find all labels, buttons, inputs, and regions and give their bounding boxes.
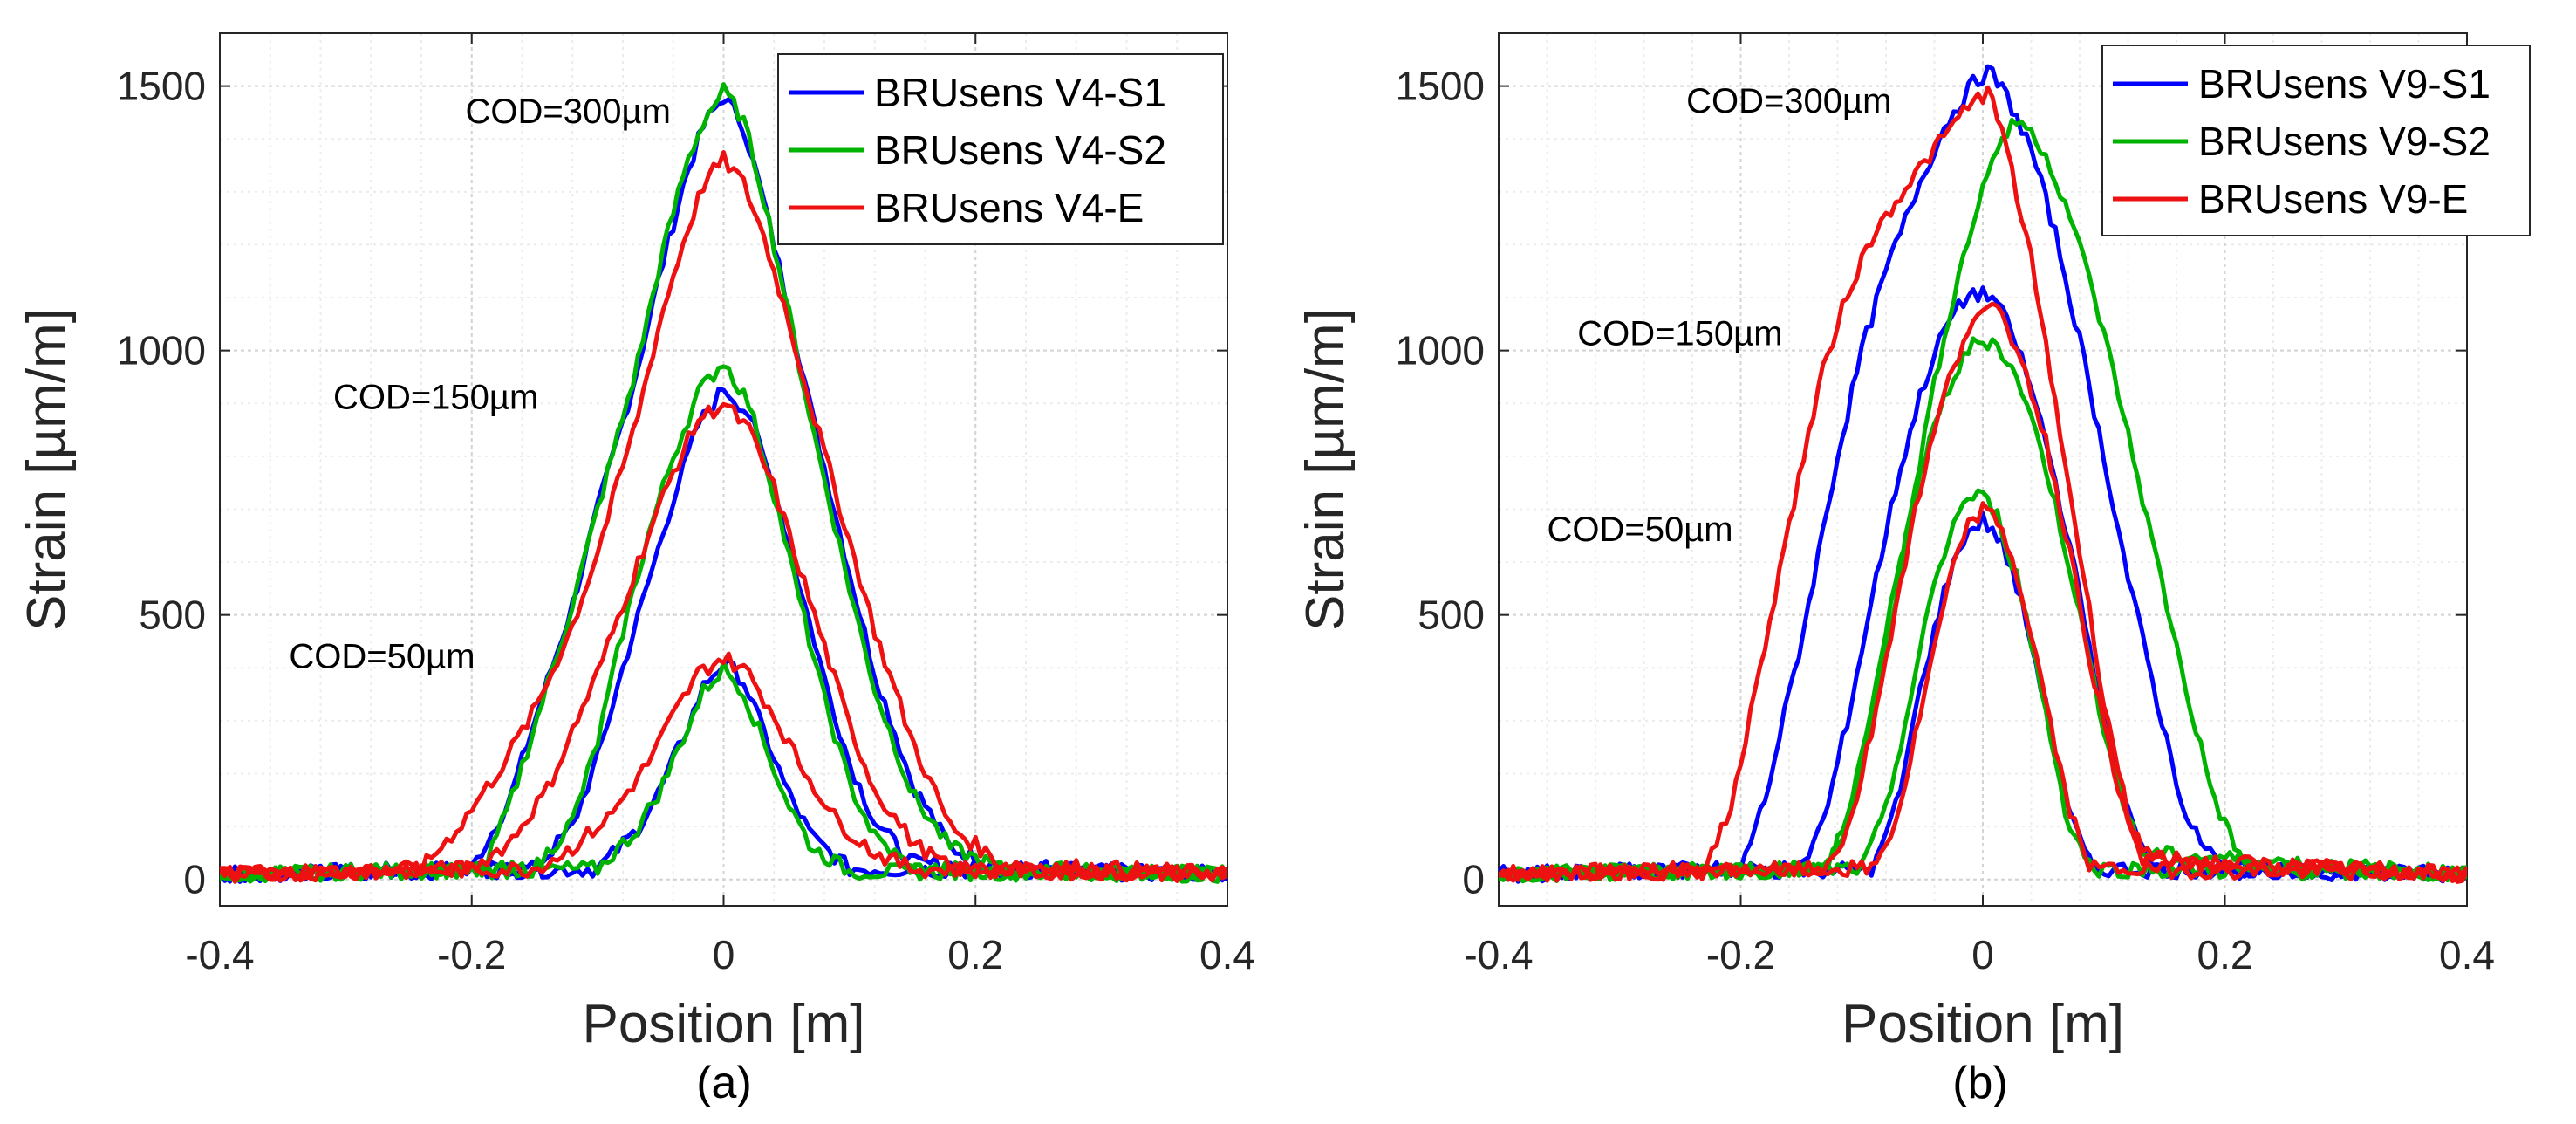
x-axis-label: Position [m] bbox=[583, 994, 865, 1054]
legend-entry: BRUsens V9-S2 bbox=[2198, 119, 2491, 164]
panel-label: (b) bbox=[1952, 1058, 2008, 1108]
chart-panel-a: -0.4 -0.2 0 0.2 0.4 0 500 1000 1500 Position [m] S… bbox=[17, 32, 1255, 1108]
cod-annotation: COD=50µm bbox=[1548, 511, 1733, 549]
y-axis-label: Strain [µm/m] bbox=[17, 308, 77, 631]
x-axis-label: Position [m] bbox=[1841, 994, 2124, 1054]
y-tick-label: 500 bbox=[1418, 593, 1485, 638]
cod-annotation: COD=300µm bbox=[1686, 82, 1891, 120]
plot-area bbox=[1499, 64, 2467, 884]
x-tick-label: 0.2 bbox=[2197, 932, 2253, 977]
legend-entry: BRUsens V4-S2 bbox=[874, 127, 1166, 173]
x-tick-label: 0.2 bbox=[947, 932, 1003, 977]
x-tick-label: -0.2 bbox=[437, 932, 506, 977]
series-line bbox=[1499, 501, 2467, 884]
legend-entry: BRUsens V9-S1 bbox=[2198, 61, 2491, 106]
plot-area bbox=[220, 82, 1227, 884]
cod-annotation: COD=300µm bbox=[466, 93, 671, 131]
x-tick-label: -0.4 bbox=[185, 932, 254, 977]
x-tick-label: -0.4 bbox=[1464, 932, 1533, 977]
legend-entry: BRUsens V9-E bbox=[2198, 176, 2468, 222]
series-line bbox=[220, 651, 1227, 883]
x-tick-label: 0.4 bbox=[2439, 932, 2495, 977]
legend-entry: BRUsens V4-S1 bbox=[874, 70, 1166, 115]
x-tick-label: 0 bbox=[1971, 932, 1994, 977]
cod-annotation: COD=150µm bbox=[1577, 315, 1782, 353]
y-tick-label: 0 bbox=[183, 857, 206, 902]
y-tick-label: 1000 bbox=[1396, 328, 1485, 374]
x-tick-label: -0.2 bbox=[1706, 932, 1775, 977]
y-tick-label: 1000 bbox=[117, 328, 206, 374]
y-axis-label: Strain [µm/m] bbox=[1295, 308, 1356, 631]
y-tick-label: 500 bbox=[139, 593, 206, 638]
legend-entry: BRUsens V4-E bbox=[874, 185, 1144, 230]
legend: BRUsens V4-S1 BRUsens V4-S2 BRUsens V4-E bbox=[777, 53, 1224, 245]
panel-label: (a) bbox=[696, 1058, 752, 1108]
y-tick-label: 0 bbox=[1462, 857, 1485, 902]
chart-panel-b: -0.4 -0.2 0 0.2 0.4 0 500 1000 1500 Position [m] S… bbox=[1295, 32, 2531, 1108]
y-tick-label: 1500 bbox=[117, 64, 206, 109]
y-tick-label: 1500 bbox=[1396, 64, 1485, 109]
x-tick-label: 0 bbox=[713, 932, 735, 977]
cod-annotation: COD=50µm bbox=[289, 637, 475, 675]
cod-annotation: COD=150µm bbox=[333, 378, 538, 416]
legend: BRUsens V9-S1 BRUsens V9-S2 BRUsens V9-E bbox=[2101, 45, 2531, 236]
x-tick-label: 0.4 bbox=[1199, 932, 1255, 977]
series-line bbox=[220, 401, 1227, 883]
